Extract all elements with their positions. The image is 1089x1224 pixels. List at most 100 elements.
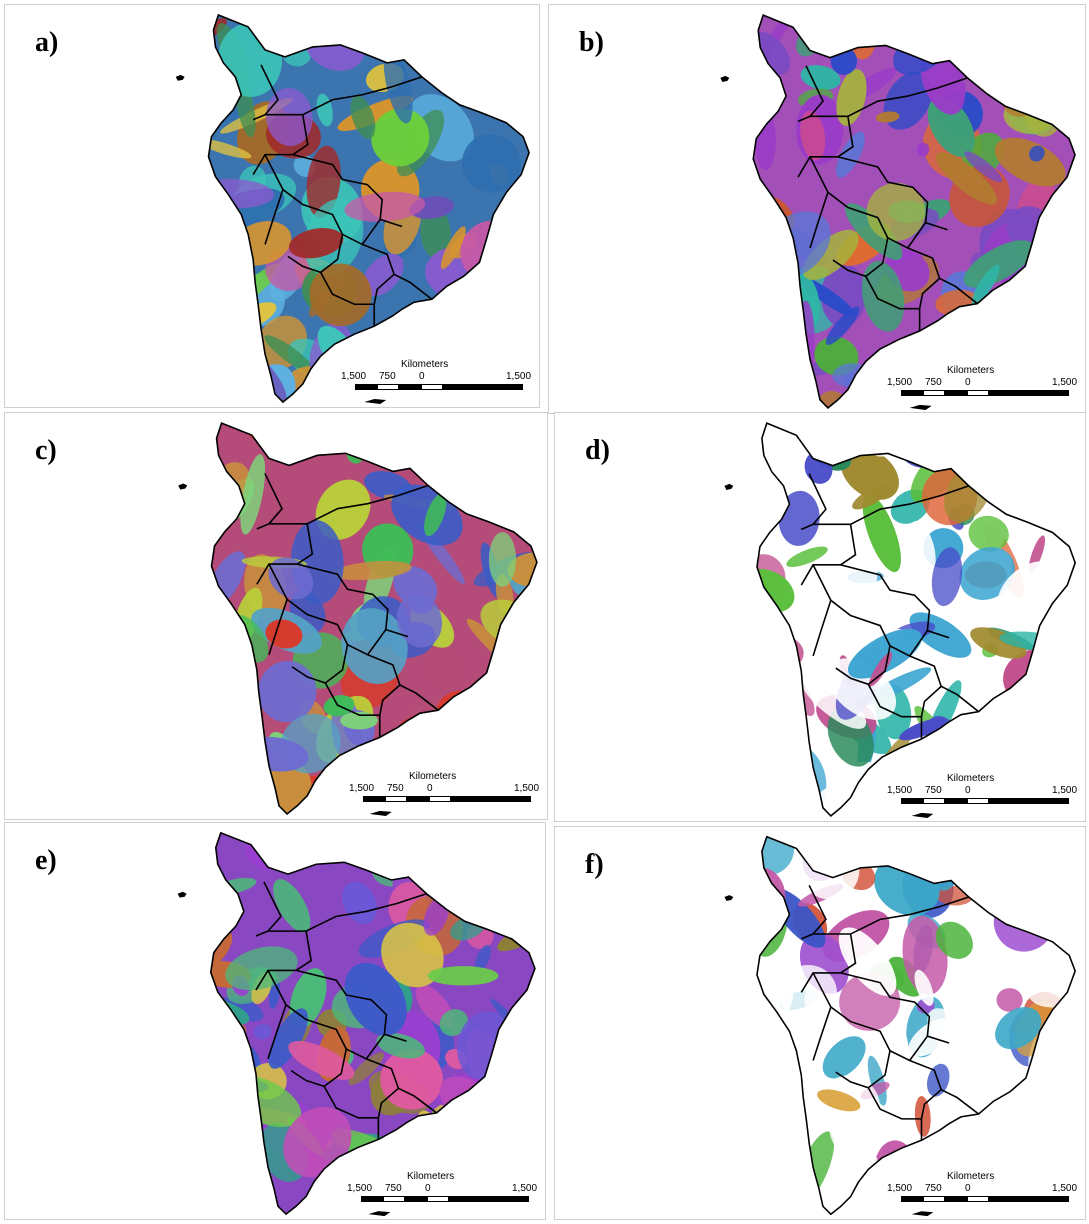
cluster-region [380,1048,443,1110]
cluster-region [492,699,537,736]
cluster-region [968,515,1009,552]
cluster-region [264,335,315,374]
panel-label: f) [585,849,604,880]
cluster-region [240,454,266,535]
panel-label: e) [35,845,57,876]
cluster-region [362,253,404,297]
cluster-region [268,557,314,600]
country-border [918,277,941,331]
cluster-region [491,243,530,286]
cluster-region [753,298,802,356]
cluster-region [1054,1113,1076,1148]
cluster-region [350,95,376,140]
cluster-region [1022,299,1065,356]
scale-title: Kilometers [947,1171,995,1182]
cluster-region [474,944,492,972]
country-border [797,116,854,178]
scale-segment [363,796,385,802]
cluster-region [852,485,890,510]
cluster-region [424,493,447,537]
scale-tick-label: 0 [425,1183,431,1194]
scale-tick-label: 0 [965,377,971,388]
scale-segment [383,1196,405,1202]
cluster-region [931,547,963,607]
cluster-region [491,1107,535,1153]
scale-title: Kilometers [947,365,995,376]
scale-segment [967,798,989,804]
south-america-map [178,422,538,816]
falkland-islands [911,812,934,818]
country-border [867,1087,922,1120]
south-america-map [177,831,536,1217]
panel-label: b) [579,27,604,58]
cluster-region [924,25,988,53]
cluster-region [927,96,975,157]
country-border [378,684,401,738]
cluster-region [344,962,407,1036]
panel-label: a) [35,27,59,58]
cluster-region [1029,145,1045,162]
scale-tick-label: 750 [385,1183,402,1194]
scale-segment [945,798,967,804]
scale-tick-label: 0 [965,1183,971,1194]
cluster-region [221,996,264,1022]
cluster-region [847,628,922,679]
continent-outline [210,422,538,816]
cluster-region [907,521,936,577]
cluster-region [1015,57,1057,102]
cluster-region [420,207,451,258]
country-border [812,600,832,657]
cluster-region [211,702,231,766]
cluster-region [756,867,786,927]
country-border [252,64,279,121]
cluster-region [487,31,530,58]
cluster-region [213,334,266,382]
cluster-region [348,1052,384,1086]
cluster-region [765,1068,800,1111]
scale-segment [901,1196,923,1202]
scale-tick-label: 1,500 [1052,785,1078,796]
cluster-region [753,346,785,404]
cluster-region [1036,858,1070,879]
cluster-region [756,711,783,784]
cluster-region [502,899,531,923]
country-border [840,564,950,639]
cluster-region [501,66,522,89]
scale-bar: Kilometers 1,500 750 0 1,500 [887,773,1077,809]
cluster-region [835,131,865,178]
cluster-region [516,280,530,311]
country-border [295,969,407,1042]
cluster-region [268,1008,308,1069]
scale-bar: Kilometers 1,500 750 0 1,500 [341,359,531,395]
cluster-region [846,423,864,453]
scale-tick-label: 0 [419,371,425,382]
cluster-region [803,229,859,281]
cluster-region [951,847,982,880]
cluster-region [473,1085,512,1167]
scale-segment [405,1196,427,1202]
cluster-region [756,568,795,613]
cluster-region [505,211,530,243]
cluster-region [253,1024,272,1040]
cluster-region [994,137,1066,187]
cluster-region [779,964,838,1022]
galapagos-islands [175,74,185,81]
cluster-region [367,423,447,457]
cluster-region [894,1015,912,1088]
cluster-region [1037,1046,1076,1102]
scale-bar: Kilometers 1,500 750 0 1,500 [347,1171,537,1207]
cluster-region [501,459,522,523]
panel-label: d) [585,435,610,466]
country-border [800,933,857,993]
scale-tick-label: 750 [925,377,942,388]
country-border [373,273,395,327]
cluster-region [845,203,903,260]
cluster-region [973,26,1013,71]
cluster-region [215,1177,258,1208]
country-border [264,189,284,245]
scale-tick-label: 1,500 [887,785,913,796]
cluster-region [211,701,263,733]
falkland-islands [364,399,387,405]
cluster-region [426,642,461,692]
cluster-region [210,1044,237,1088]
